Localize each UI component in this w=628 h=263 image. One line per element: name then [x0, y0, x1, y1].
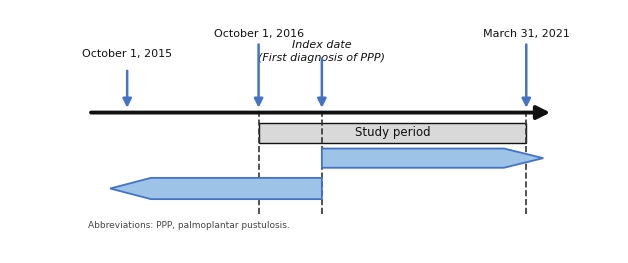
Text: October 1, 2015: October 1, 2015	[82, 49, 172, 59]
Text: Index date: Index date	[292, 40, 352, 50]
Text: Baseline period, 365 days: Baseline period, 365 days	[156, 180, 317, 190]
Text: March 31, 2021: March 31, 2021	[483, 29, 570, 39]
Polygon shape	[322, 149, 543, 168]
Text: October 1, 2016: October 1, 2016	[214, 29, 304, 39]
Bar	[259, 123, 526, 143]
Text: Abbreviations: PPP, palmoplantar pustulosis.: Abbreviations: PPP, palmoplantar pustulo…	[88, 221, 290, 230]
Text: Required enrollment: Required enrollment	[172, 188, 301, 198]
Text: Potential follow-up period: Potential follow-up period	[356, 153, 499, 163]
Text: Study period: Study period	[355, 126, 430, 139]
Text: (First diagnosis of PPP): (First diagnosis of PPP)	[258, 53, 386, 63]
Polygon shape	[110, 178, 322, 199]
